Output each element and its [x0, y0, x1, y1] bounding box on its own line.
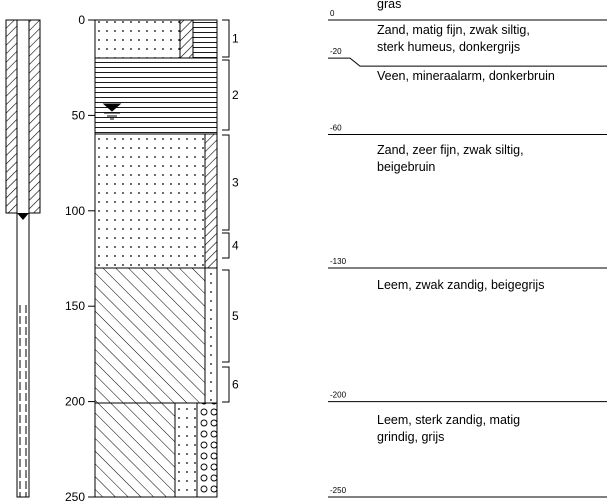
description: Leem, sterk zandig, matig	[377, 413, 520, 427]
description: Leem, zwak zandig, beigegrijs	[377, 278, 544, 292]
sample-label: 4	[232, 239, 239, 253]
samples: 1 2 3 4 5 6	[222, 20, 239, 402]
sample-label: 2	[232, 88, 239, 102]
depth-label: -250	[330, 486, 347, 495]
description: Veen, mineraalarm, donkerbruin	[377, 69, 555, 83]
depth-label: -60	[330, 123, 342, 132]
profile: 0 -20 -60 -130 -200 -250 gras Zand, matig fijn,…	[328, 0, 607, 497]
depth-label: 0	[330, 9, 335, 18]
page: {"depth_axis": {"ticks": [0, 50, 100, 15…	[0, 0, 611, 504]
depth-label: -130	[330, 257, 347, 266]
tick-label: 100	[65, 204, 85, 218]
description: gras	[377, 0, 401, 11]
sample-bracket	[222, 135, 229, 230]
tick-label: 200	[65, 395, 85, 409]
description: grindig, grijs	[377, 430, 444, 444]
sample-label: 5	[232, 309, 239, 323]
sample-bracket	[222, 367, 229, 402]
depth-axis: 0 50 100 150 200 250	[65, 13, 95, 504]
sample-bracket	[222, 270, 229, 362]
sample-label: 6	[232, 378, 239, 392]
tick-label: 250	[65, 490, 85, 504]
description: Zand, matig fijn, zwak siltig,	[377, 23, 530, 37]
boundary-line	[328, 58, 607, 66]
well	[6, 20, 40, 497]
description: Zand, zeer fijn, zwak siltig,	[377, 143, 524, 157]
tick-label: 150	[65, 299, 85, 313]
depth-label: -20	[330, 47, 342, 56]
description: beigebruin	[377, 160, 435, 174]
sample-bracket	[222, 233, 229, 258]
sample-bracket	[222, 60, 229, 130]
tick-label: 0	[78, 13, 85, 27]
sample-label: 1	[232, 32, 239, 46]
lithology-column	[95, 20, 217, 497]
tick-label: 50	[72, 108, 86, 122]
borehole-diagram: 0 50 100 150 200 250 1 2 3 4 5 6 0 -20 -60 -130 -200 -2…	[0, 0, 611, 504]
sample-label: 3	[232, 176, 239, 190]
description: sterk humeus, donkergrijs	[377, 40, 520, 54]
sample-bracket	[222, 20, 229, 57]
depth-label: -200	[330, 391, 347, 400]
